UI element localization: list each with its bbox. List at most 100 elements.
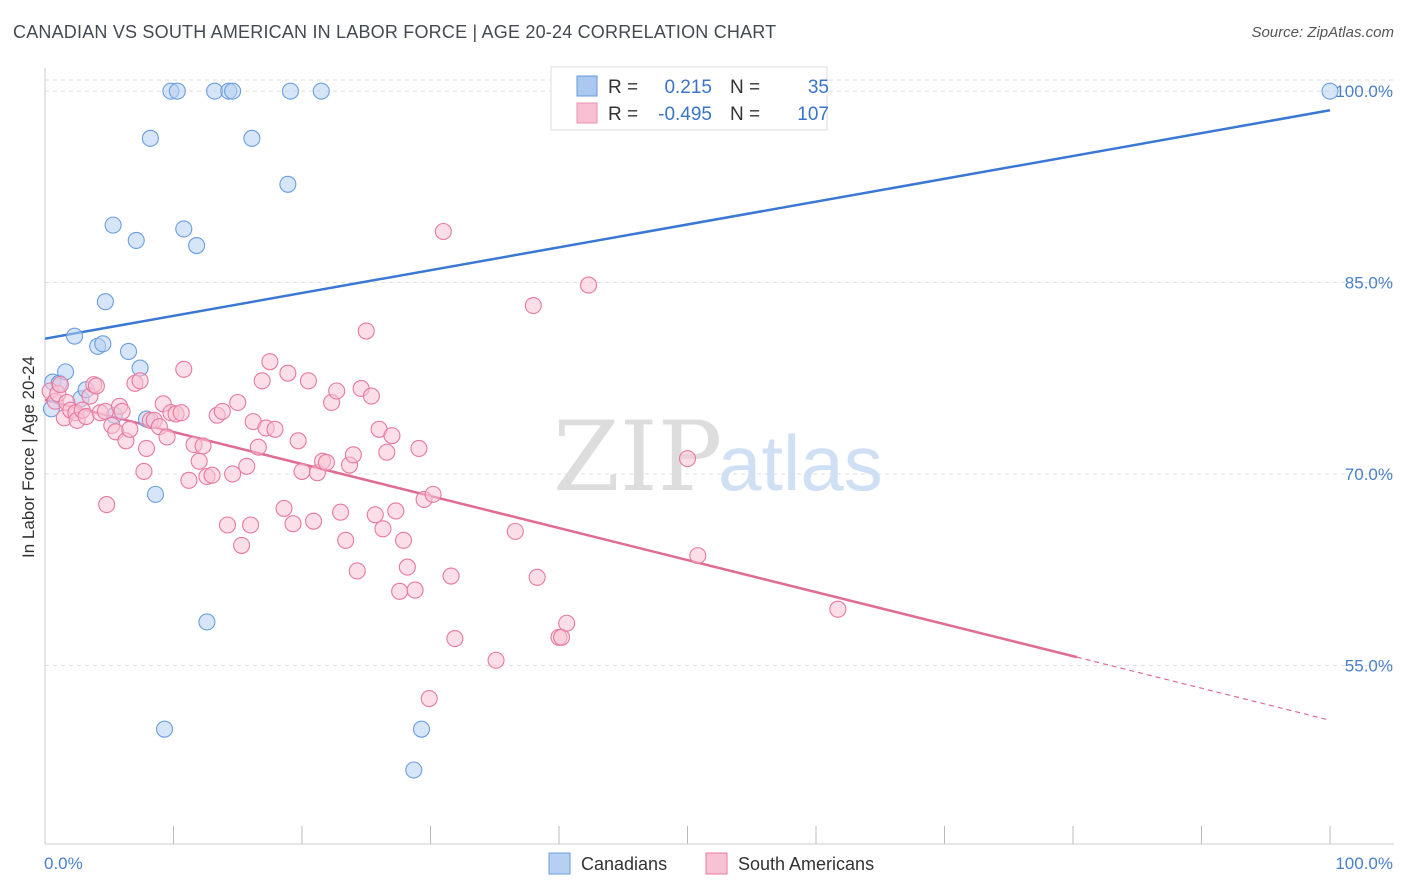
south-americans-point bbox=[434, 222, 452, 241]
south-americans-point bbox=[233, 536, 251, 554]
watermark-zip: ZIP bbox=[553, 401, 722, 513]
x-tick-label-max: 100.0% bbox=[1335, 854, 1393, 873]
south-americans-point bbox=[398, 558, 416, 576]
south-americans-point bbox=[51, 376, 69, 394]
south-americans-point bbox=[249, 438, 267, 456]
legend-swatch-south-americans bbox=[576, 102, 598, 124]
x-tick-labels: 0.0% 100.0% bbox=[44, 854, 1393, 873]
canadians-point bbox=[312, 82, 330, 100]
chart-title: CANADIAN VS SOUTH AMERICAN IN LABOR FORC… bbox=[13, 22, 777, 42]
south-americans-point bbox=[558, 614, 576, 632]
south-americans-point bbox=[317, 453, 335, 472]
south-americans-point bbox=[172, 404, 190, 422]
south-americans-point bbox=[424, 485, 442, 503]
legend-n-label-2: N = bbox=[730, 104, 760, 125]
south-americans-point bbox=[98, 496, 116, 514]
south-americans-point bbox=[261, 353, 279, 371]
south-americans-point bbox=[383, 427, 401, 445]
south-americans-point bbox=[689, 547, 707, 565]
south-americans-point bbox=[242, 516, 260, 534]
south-americans-point bbox=[213, 402, 231, 420]
south-americans-point bbox=[293, 462, 311, 480]
y-tick-labels: 55.0% 70.0% 85.0% 100.0% bbox=[1335, 82, 1393, 675]
canadians-point bbox=[405, 761, 423, 779]
south-americans-point bbox=[348, 562, 366, 580]
south-americans-point bbox=[357, 322, 375, 340]
legend-r-label-2: R = bbox=[608, 104, 638, 125]
south-americans-point bbox=[135, 462, 153, 480]
canadians-point bbox=[66, 327, 84, 345]
south-americans-point bbox=[229, 393, 247, 412]
south-americans-point bbox=[328, 382, 346, 400]
south-americans-point bbox=[218, 516, 237, 534]
south-americans-point bbox=[378, 443, 396, 461]
legend-r-label-1: R = bbox=[608, 77, 638, 98]
south-americans-point bbox=[420, 689, 438, 708]
canadians-point bbox=[168, 82, 186, 100]
canadians-point bbox=[412, 720, 431, 738]
south-americans-point bbox=[305, 512, 323, 530]
canadians-point bbox=[96, 293, 114, 311]
south-americans-point bbox=[203, 466, 221, 484]
south-americans-point bbox=[113, 402, 131, 420]
south-americans-point bbox=[253, 372, 271, 390]
south-americans-point bbox=[131, 372, 149, 390]
canadians-point bbox=[279, 175, 297, 193]
south-americans-point bbox=[580, 276, 598, 294]
canadians-point bbox=[175, 220, 193, 238]
south-americans-point bbox=[487, 651, 505, 669]
south-americans-point bbox=[224, 465, 242, 483]
south-americans-point bbox=[158, 428, 176, 446]
data-points bbox=[41, 82, 1339, 779]
south-americans-point bbox=[391, 582, 409, 600]
legend-r-value-2: -0.495 bbox=[658, 104, 712, 125]
south-americans-trend-line bbox=[44, 398, 1078, 659]
axes bbox=[44, 68, 1394, 845]
south-americans-point bbox=[337, 531, 355, 549]
legend-n-label-1: N = bbox=[730, 77, 760, 98]
y-tick-label: 85.0% bbox=[1345, 274, 1393, 293]
y-tick-label: 55.0% bbox=[1345, 656, 1393, 675]
south-americans-point bbox=[284, 515, 302, 533]
y-tick-label: 100.0% bbox=[1335, 82, 1393, 101]
gridlines bbox=[45, 79, 1394, 666]
south-americans-point bbox=[506, 522, 524, 540]
south-americans-point bbox=[829, 600, 847, 618]
canadians-point bbox=[243, 129, 261, 147]
south-americans-trend-line-extension bbox=[1076, 656, 1331, 721]
bottom-legend-swatch-south-americans bbox=[705, 852, 728, 875]
canadians-point bbox=[146, 485, 165, 503]
south-americans-point bbox=[238, 457, 256, 475]
canadians-point bbox=[104, 216, 122, 234]
legend-n-value-1: 35 bbox=[808, 77, 829, 98]
south-americans-point bbox=[180, 471, 198, 489]
south-americans-point bbox=[137, 439, 156, 457]
south-americans-point bbox=[394, 531, 413, 549]
source-credit[interactable]: Source: ZipAtlas.com bbox=[1251, 24, 1394, 41]
legend-n-value-2: 107 bbox=[797, 104, 829, 125]
south-americans-point bbox=[289, 432, 307, 450]
south-americans-point bbox=[344, 446, 362, 464]
legend-swatch-canadians bbox=[576, 75, 598, 97]
south-americans-point bbox=[366, 506, 384, 524]
south-americans-point bbox=[279, 364, 297, 382]
canadians-point bbox=[281, 82, 299, 100]
legend-r-value-1: 0.215 bbox=[664, 77, 712, 98]
series-legend: Canadians South Americans bbox=[548, 852, 874, 875]
south-americans-point bbox=[87, 377, 105, 395]
south-americans-point bbox=[374, 520, 392, 538]
south-americans-point bbox=[678, 450, 697, 468]
x-tick-label-min: 0.0% bbox=[44, 854, 83, 873]
south-americans-point bbox=[331, 503, 350, 521]
south-americans-point bbox=[175, 360, 193, 378]
bottom-legend-label-canadians: Canadians bbox=[581, 854, 667, 874]
south-americans-point bbox=[266, 420, 284, 438]
y-tick-label: 70.0% bbox=[1345, 465, 1393, 484]
south-americans-point bbox=[190, 452, 208, 470]
correlation-legend: R = 0.215 N = 35 R = -0.495 N = 107 bbox=[550, 66, 829, 131]
south-americans-point bbox=[528, 568, 546, 586]
bottom-legend-swatch-canadians bbox=[548, 852, 571, 875]
canadians-point bbox=[224, 82, 242, 100]
south-americans-point bbox=[406, 581, 424, 599]
